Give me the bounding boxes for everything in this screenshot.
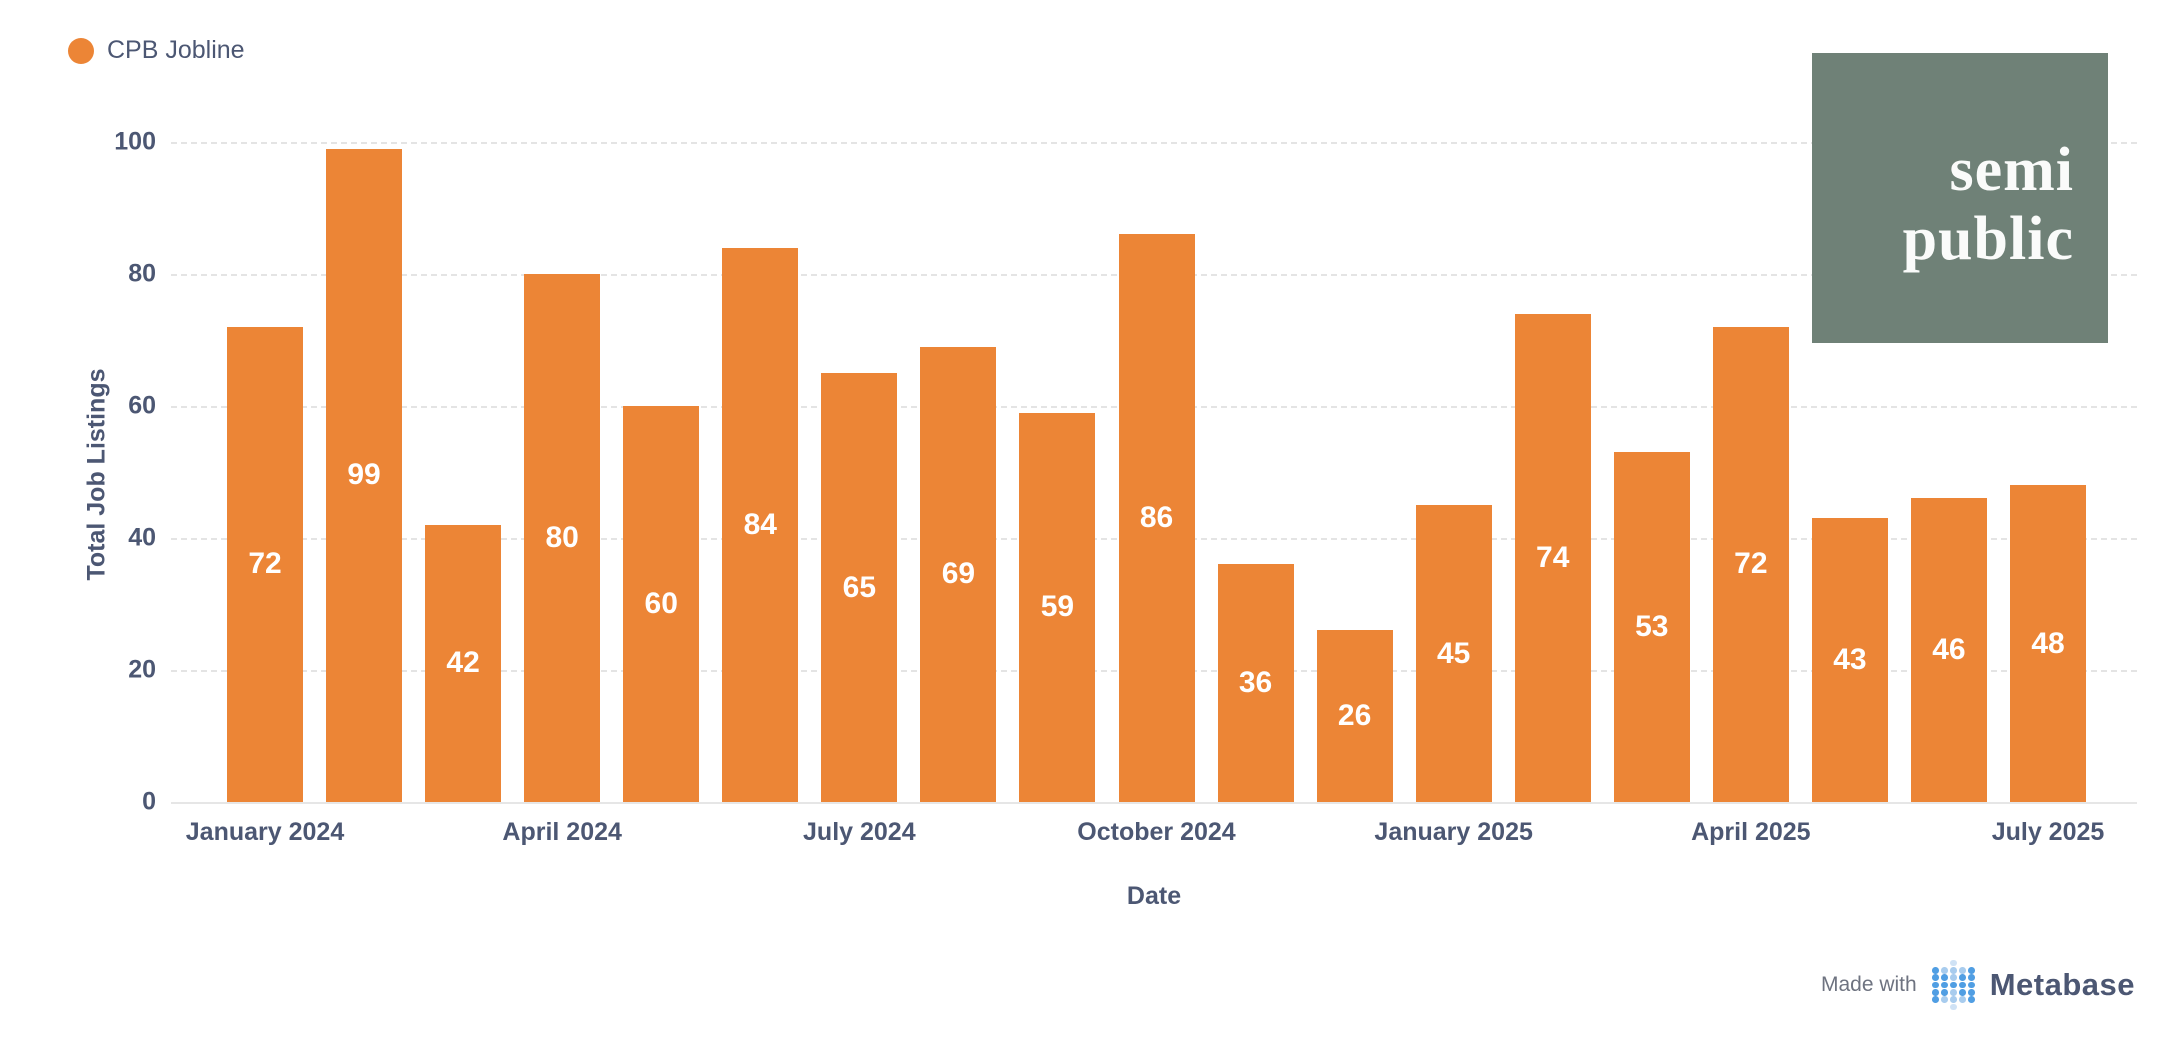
bar-value-label: 26 bbox=[1337, 699, 1372, 733]
plot-area: 100 80 60 40 20 0 72 99 42 80 60 84 65 69 59 86 36 26 45 74… bbox=[114, 128, 2137, 846]
bar-october-2024[interactable]: 86 bbox=[1118, 234, 1195, 802]
y-tick-label: 60 bbox=[128, 391, 156, 420]
y-tick-label: 0 bbox=[142, 787, 156, 816]
x-tick-label: April 2024 bbox=[502, 818, 622, 846]
bar-value-label: 84 bbox=[743, 507, 777, 541]
semi-public-logo: semi public bbox=[1812, 53, 2108, 343]
bar-value-label: 69 bbox=[941, 557, 976, 591]
bar-value-label: 36 bbox=[1238, 666, 1273, 700]
bar-february-2024[interactable]: 99 bbox=[326, 148, 403, 802]
y-tick-label: 80 bbox=[128, 259, 156, 288]
y-tick-label: 100 bbox=[114, 127, 156, 156]
bar-september-2024[interactable]: 59 bbox=[1019, 412, 1096, 802]
bar-april-2025[interactable]: 72 bbox=[1712, 326, 1789, 802]
bar-value-label: 43 bbox=[1833, 643, 1867, 677]
y-tick-label: 40 bbox=[128, 523, 156, 552]
x-tick-label: January 2025 bbox=[1374, 818, 1533, 846]
x-axis-title: Date bbox=[1126, 882, 1182, 910]
bar-value-label: 80 bbox=[545, 521, 579, 554]
bar-value-label: 74 bbox=[1536, 540, 1570, 574]
bar-value-label: 65 bbox=[842, 570, 877, 604]
bar-january-2024[interactable]: 72 bbox=[227, 326, 303, 802]
bar-april-2024[interactable]: 80 bbox=[524, 274, 601, 802]
bar-value-label: 60 bbox=[644, 587, 678, 620]
bar-value-label: 86 bbox=[1139, 501, 1174, 535]
x-tick-label: July 2024 bbox=[803, 818, 916, 846]
x-tick-label: January 2024 bbox=[185, 818, 345, 846]
bar-value-label: 42 bbox=[446, 646, 480, 680]
bar-june-2024[interactable]: 84 bbox=[722, 247, 799, 802]
bar-may-2024[interactable]: 60 bbox=[623, 406, 700, 802]
bar-december-2024[interactable]: 26 bbox=[1316, 630, 1393, 802]
bar-february-2025[interactable]: 74 bbox=[1514, 313, 1591, 802]
legend-item[interactable]: CPB Jobline bbox=[68, 36, 245, 65]
metabase-wordmark: Metabase bbox=[1989, 967, 2135, 1002]
semi-public-logo-line1: semi bbox=[1949, 136, 2074, 204]
bar-value-label: 59 bbox=[1040, 590, 1075, 624]
x-tick-label: October 2024 bbox=[1077, 818, 1236, 846]
y-axis-title: Total Job Listings bbox=[82, 368, 111, 581]
bar-july-2025[interactable]: 48 bbox=[2010, 485, 2086, 802]
bar-august-2024[interactable]: 69 bbox=[920, 346, 997, 802]
metabase-attribution[interactable]: Made with Metabase bbox=[1821, 952, 2135, 1018]
bar-value-label: 48 bbox=[2031, 626, 2065, 660]
bar-november-2024[interactable]: 36 bbox=[1217, 564, 1294, 802]
legend-series-label: CPB Jobline bbox=[107, 36, 245, 64]
y-tick-label: 20 bbox=[128, 655, 156, 684]
gridline-y100 bbox=[171, 142, 2137, 144]
bar-march-2024[interactable]: 42 bbox=[425, 524, 502, 802]
bar-value-label: 53 bbox=[1635, 610, 1669, 644]
bar-value-label: 99 bbox=[347, 458, 381, 492]
bar-march-2025[interactable]: 53 bbox=[1613, 452, 1690, 802]
bar-june-2025[interactable]: 46 bbox=[1910, 498, 1987, 802]
x-tick-label: July 2025 bbox=[1991, 818, 2105, 846]
x-tick-label: April 2025 bbox=[1691, 818, 1811, 846]
bar-value-label: 72 bbox=[1734, 547, 1768, 581]
metabase-logo-icon bbox=[1931, 959, 1976, 1011]
semi-public-logo-line2: public bbox=[1902, 205, 2074, 273]
bar-may-2025[interactable]: 43 bbox=[1811, 518, 1888, 802]
bar-value-label: 72 bbox=[248, 547, 282, 581]
bar-value-label: 46 bbox=[1932, 633, 1966, 667]
gridline-y0 bbox=[171, 802, 2137, 804]
legend-series-dot-icon bbox=[68, 37, 94, 64]
bar-july-2024[interactable]: 65 bbox=[821, 373, 898, 802]
made-with-label: Made with bbox=[1820, 973, 1917, 996]
bar-value-label: 45 bbox=[1436, 636, 1471, 670]
bar-january-2025[interactable]: 45 bbox=[1415, 505, 1492, 802]
